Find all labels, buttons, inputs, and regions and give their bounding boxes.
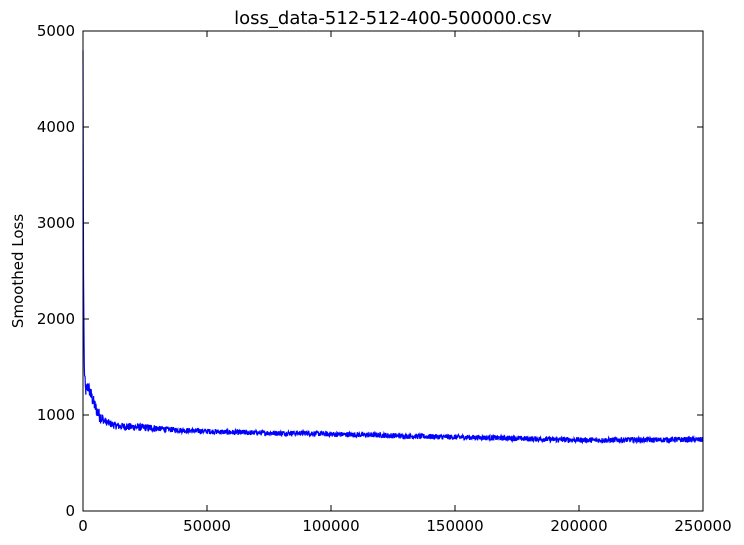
y-tick-label: 3000 [37,214,75,232]
x-tick-label: 0 [78,517,88,535]
y-axis-label: Smoothed Loss [9,214,27,328]
chart-title: loss_data-512-512-400-500000.csv [234,8,552,29]
axis-ticks: 0 50000 100000 150000 200000 250000 0 1000 2000 3… [37,22,732,535]
y-tick-label: 2000 [37,310,75,328]
plot-frame [82,30,704,512]
x-tick-label: 200000 [550,517,607,535]
y-tick-label: 0 [65,502,75,520]
x-tick-label: 250000 [674,517,731,535]
x-tick-label: 50000 [183,517,231,535]
y-tick-label: 4000 [37,118,75,136]
x-tick-label: 100000 [302,517,359,535]
x-tick-label: 150000 [426,517,483,535]
y-tick-label: 1000 [37,406,75,424]
y-tick-label: 5000 [37,22,75,40]
series-line [82,50,704,445]
plot-area [82,50,704,445]
